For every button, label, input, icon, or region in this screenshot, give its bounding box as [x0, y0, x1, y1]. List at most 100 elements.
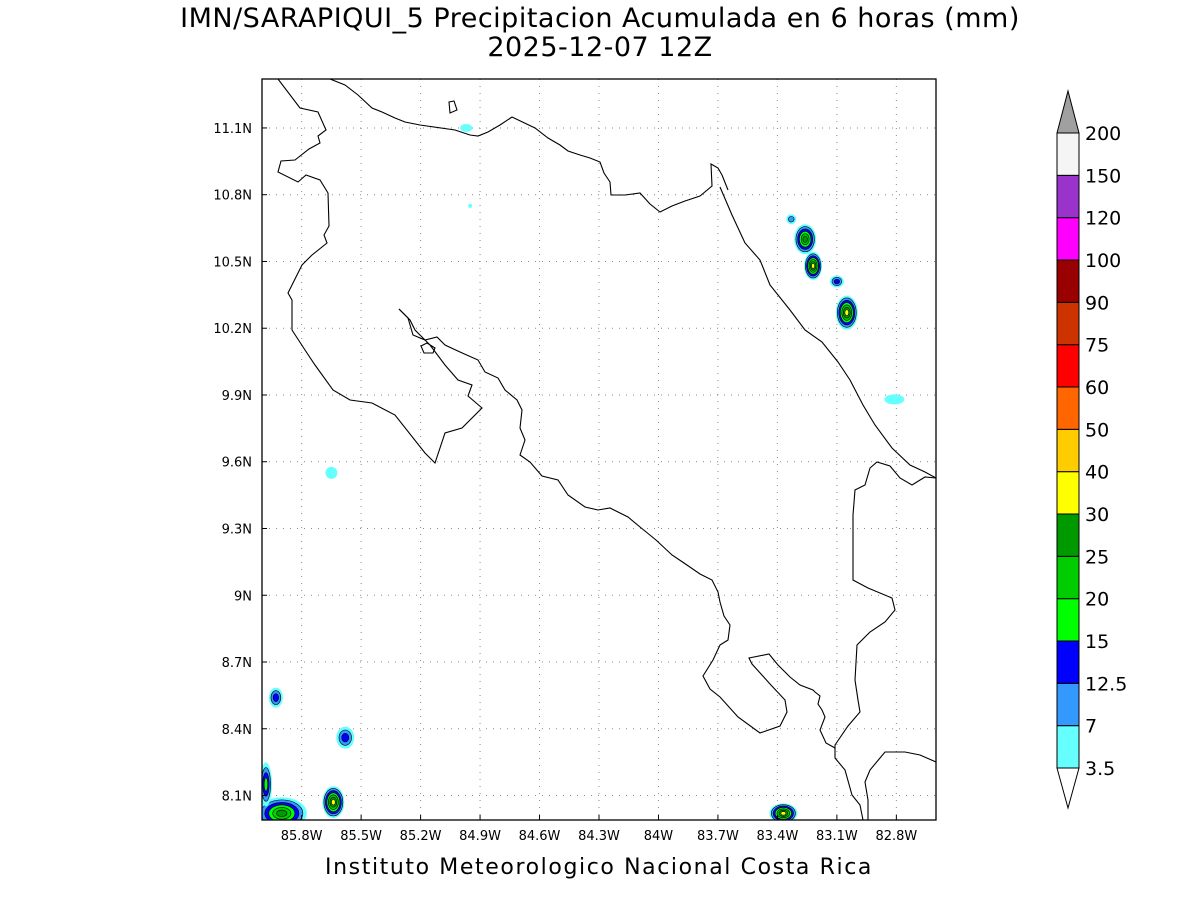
- colorbar-swatch: [1056, 301, 1080, 346]
- colorbar-label: 7: [1085, 716, 1097, 738]
- x-tick-label: 84.3W: [578, 829, 620, 844]
- panama-border: [834, 461, 936, 820]
- colorbar-swatch: [1056, 259, 1080, 303]
- colorbar-swatch: [1056, 682, 1080, 727]
- colorbar-label: 30: [1085, 504, 1109, 526]
- latitude-ticks: 11.1N 10.8N 10.5N 10.2N 9.9N 9.6N 9.3N 9N 8.7N 8.…: [213, 122, 267, 805]
- x-tick-label: 84W: [644, 829, 674, 844]
- colorbar-swatch: [1056, 386, 1080, 430]
- colorbar-legend: 3.5 7 12.5 15 20 25 30 40 50 60 75 90 100 120 150 200: [1056, 89, 1127, 810]
- precip-cell: [325, 466, 338, 479]
- y-tick-label: 8.7N: [222, 656, 252, 671]
- precip-contour: [884, 394, 905, 405]
- y-tick-label: 9.9N: [222, 389, 252, 404]
- colorbar-swatch: [1056, 344, 1080, 388]
- y-tick-label: 11.1N: [213, 122, 252, 137]
- precip-cell: [468, 203, 473, 208]
- plot-frame: [261, 78, 937, 821]
- x-tick-label: 85.5W: [340, 829, 382, 844]
- x-tick-label: 83.7W: [697, 829, 739, 844]
- colorbar-label: 3.5: [1085, 758, 1115, 780]
- precip-contour: [844, 309, 850, 316]
- colorbar-swatch: [1056, 640, 1080, 684]
- y-tick-label: 8.1N: [222, 790, 252, 805]
- precip-cell: [786, 214, 797, 225]
- y-tick-label: 8.4N: [222, 723, 252, 738]
- colorbar-label: 75: [1085, 335, 1109, 357]
- precip-cell: [322, 786, 345, 819]
- precipitation-cells: [262, 123, 905, 820]
- x-tick-label: 84.9W: [459, 829, 501, 844]
- colorbar-label: 100: [1085, 250, 1121, 272]
- x-tick-label: 83.1W: [816, 829, 858, 844]
- x-tick-label: 82.8W: [875, 829, 917, 844]
- precip-contour: [833, 278, 840, 285]
- precip-contour: [802, 235, 808, 243]
- precip-cell: [268, 687, 283, 708]
- colorbar-lower-arrow: [1056, 767, 1080, 810]
- panama-coast: [864, 751, 936, 820]
- colorbar-upper-arrow: [1056, 89, 1080, 134]
- y-tick-label: 9.6N: [222, 456, 252, 471]
- y-tick-label: 10.2N: [213, 322, 252, 337]
- precip-contour: [272, 693, 279, 702]
- precip-contour: [341, 733, 350, 743]
- map-subtitle-date: 2025-12-07 12Z: [487, 32, 713, 63]
- x-tick-label: 84.6W: [519, 829, 561, 844]
- colorbar-swatch: [1056, 725, 1080, 769]
- x-tick-label: 85.8W: [281, 829, 323, 844]
- colorbar-label: 200: [1085, 123, 1121, 145]
- precip-contour: [460, 123, 473, 132]
- grid-lines: [262, 79, 936, 820]
- colorbar-label: 25: [1085, 546, 1109, 568]
- colorbar-swatch: [1056, 132, 1080, 176]
- precip-contour: [276, 809, 288, 817]
- y-tick-label: 10.5N: [213, 255, 252, 270]
- precip-contour: [331, 799, 336, 806]
- precip-contour: [788, 216, 795, 223]
- x-tick-label: 85.2W: [400, 829, 442, 844]
- precip-contour: [811, 263, 815, 269]
- lake-island: [420, 342, 436, 354]
- map-title: IMN/SARAPIQUI_5 Precipitacion Acumulada …: [180, 3, 1020, 34]
- colorbar-swatch: [1056, 598, 1080, 642]
- colorbar-swatch: [1056, 513, 1080, 557]
- coastline-northeast: [719, 186, 936, 479]
- colorbar-label: 15: [1085, 631, 1109, 653]
- precip-contour: [780, 811, 787, 816]
- y-tick-label: 9N: [234, 589, 252, 604]
- precip-cell: [829, 275, 844, 288]
- coastline-north: [277, 79, 483, 465]
- colorbar-label: 50: [1085, 419, 1109, 441]
- colorbar-swatch: [1056, 428, 1080, 473]
- lake-shore: [329, 79, 729, 213]
- longitude-ticks: 85.8W 85.5W 85.2W 84.9W 84.6W 84.3W 84W 83.7W 83…: [281, 815, 917, 844]
- precip-cell: [336, 726, 355, 749]
- colorbar-label: 60: [1085, 377, 1109, 399]
- colorbar-label: 20: [1085, 589, 1109, 611]
- coastline-borders: [277, 79, 936, 820]
- precip-cell: [262, 797, 307, 820]
- precip-contour: [263, 777, 269, 792]
- precip-cell: [835, 295, 858, 330]
- x-tick-label: 83.4W: [757, 829, 799, 844]
- colorbar-swatch: [1056, 217, 1080, 261]
- colorbar-swatch: [1056, 471, 1080, 515]
- colorbar-label: 40: [1085, 462, 1109, 484]
- precip-cell: [884, 394, 905, 405]
- colorbar-label: 150: [1085, 165, 1121, 187]
- precip-cell: [460, 123, 473, 132]
- precip-contour: [468, 203, 473, 208]
- colorbar-label: 12.5: [1085, 673, 1127, 695]
- colorbar-swatch: [1056, 174, 1080, 219]
- island-north: [448, 100, 458, 114]
- y-tick-label: 9.3N: [222, 522, 252, 537]
- precip-cell: [804, 251, 823, 280]
- y-tick-label: 10.8N: [213, 189, 252, 204]
- precip-cell: [794, 224, 817, 255]
- colorbar-label: 120: [1085, 208, 1121, 230]
- nicoya-gulf-shore: [398, 308, 836, 749]
- footer-credit: Instituto Meteorologico Nacional Costa R…: [325, 855, 873, 880]
- colorbar-label: 90: [1085, 292, 1109, 314]
